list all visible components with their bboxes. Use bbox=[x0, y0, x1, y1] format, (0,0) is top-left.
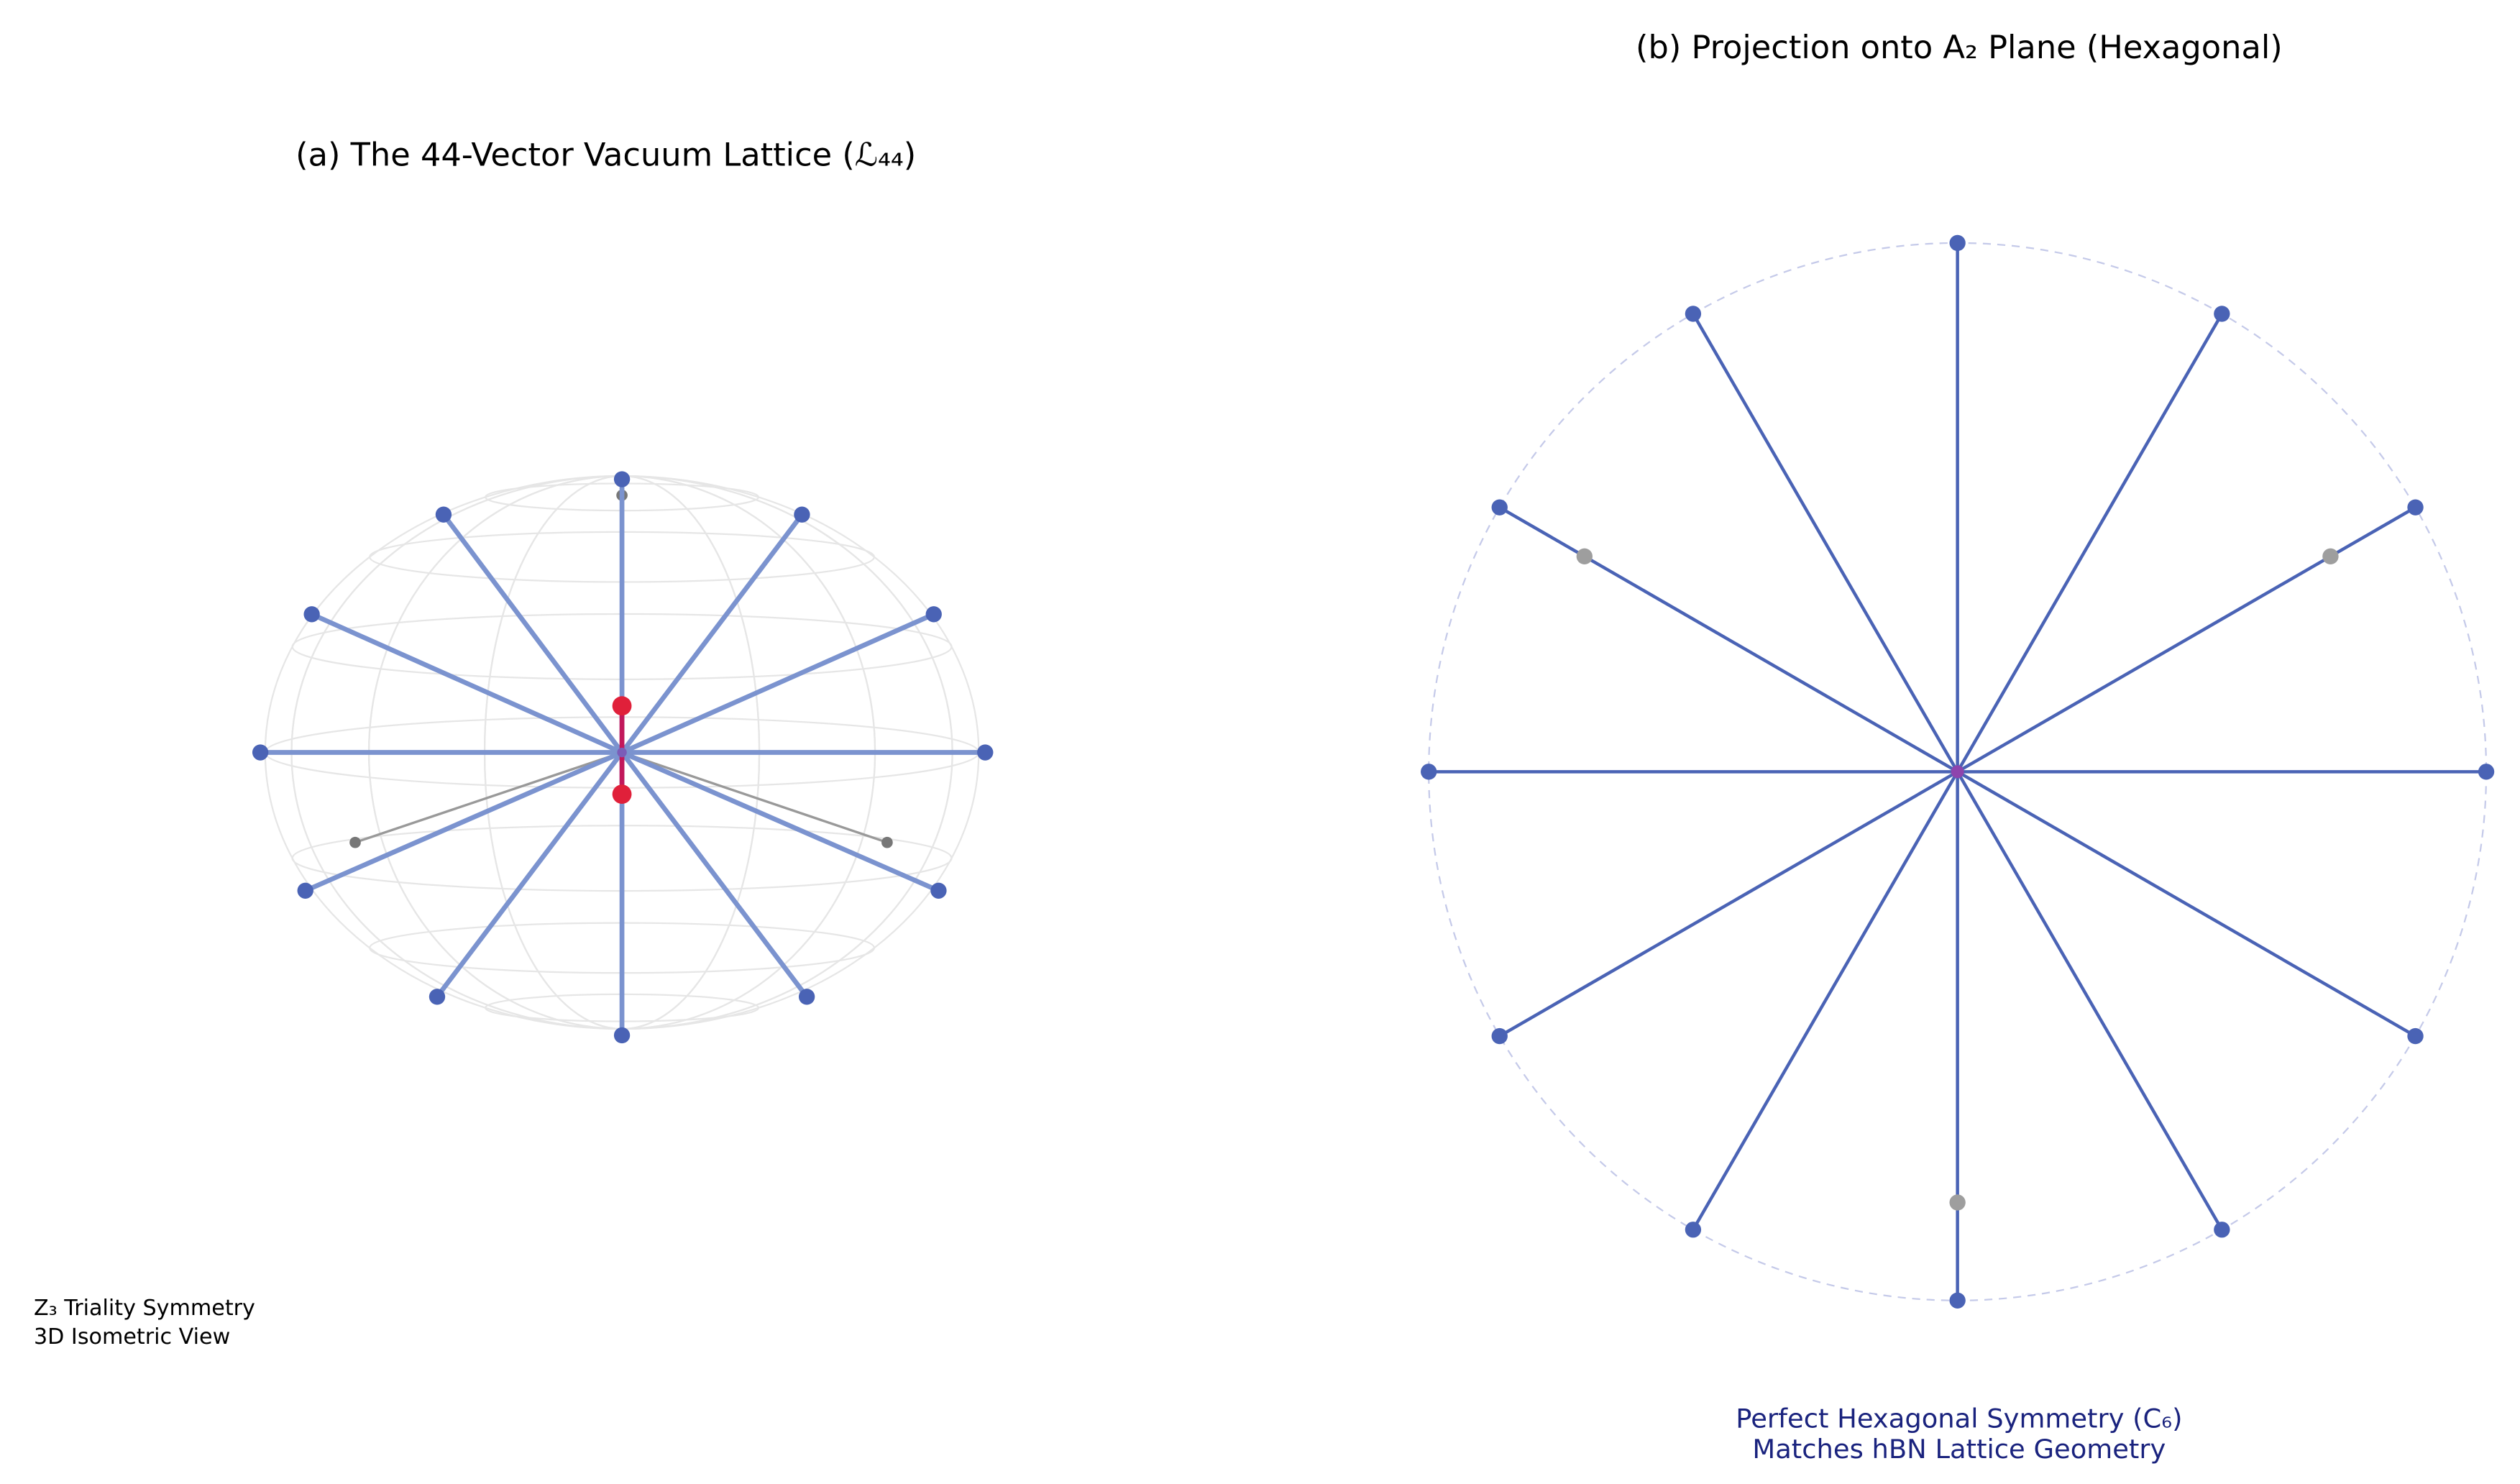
projected-point bbox=[1685, 306, 1702, 322]
projected-hidden-point bbox=[1949, 1194, 1966, 1211]
vectors bbox=[252, 471, 994, 1044]
origin bbox=[617, 747, 627, 758]
vector bbox=[620, 612, 935, 755]
projected-vector bbox=[1956, 313, 2224, 773]
projected-point bbox=[1491, 499, 1508, 516]
lattice-point bbox=[429, 989, 446, 1005]
vector bbox=[620, 513, 805, 754]
lattice-point bbox=[930, 882, 947, 899]
projected-point bbox=[1421, 764, 1437, 780]
vector bbox=[441, 513, 624, 754]
projected-vector bbox=[1691, 313, 1959, 773]
panel-a: (a) The 44-Vector Vacuum Lattice (ℒ₄₄) Z… bbox=[34, 137, 994, 1350]
projected-point bbox=[1685, 1222, 1702, 1238]
lattice-point bbox=[613, 471, 631, 487]
vector bbox=[435, 751, 624, 999]
projected-point bbox=[2478, 764, 2495, 780]
axis-point bbox=[612, 696, 632, 716]
lattice-point bbox=[794, 506, 810, 523]
vector bbox=[620, 751, 809, 999]
lattice-point bbox=[435, 506, 452, 523]
origin bbox=[1951, 765, 1964, 779]
projected-point bbox=[2407, 499, 2424, 516]
vector bbox=[304, 750, 623, 893]
hidden-vector bbox=[354, 751, 623, 844]
vector bbox=[311, 612, 623, 755]
lattice-point bbox=[297, 882, 313, 899]
lattice-point bbox=[798, 989, 815, 1005]
vector bbox=[620, 750, 940, 893]
projected-vector bbox=[1956, 505, 2416, 774]
lattice-point bbox=[252, 744, 269, 761]
projected-point bbox=[1949, 1292, 1966, 1309]
projected-point bbox=[1949, 234, 1966, 252]
projected-hidden-point bbox=[2322, 548, 2339, 564]
panel-b: (b) Projection onto A₂ Plane (Hexagonal)… bbox=[1421, 29, 2495, 1465]
hidden-vector bbox=[621, 751, 888, 844]
projected-vector bbox=[1691, 771, 1959, 1231]
lattice-point bbox=[613, 1027, 631, 1044]
projected-point bbox=[2407, 1027, 2424, 1045]
projected-hidden-point bbox=[1576, 548, 1593, 564]
annotation: Matches hBN Lattice Geometry bbox=[1752, 1434, 2166, 1465]
projected-point bbox=[1491, 1027, 1508, 1045]
lattice-point bbox=[977, 744, 994, 761]
hidden-point bbox=[349, 836, 361, 848]
panel-title: (b) Projection onto A₂ Plane (Hexagonal) bbox=[1636, 29, 2283, 66]
annotation: 3D Isometric View bbox=[34, 1324, 230, 1350]
hidden-point bbox=[881, 836, 893, 848]
projected-vectors bbox=[1421, 234, 2495, 1309]
annotation: Z₃ Triality Symmetry bbox=[34, 1296, 255, 1321]
annotation: Perfect Hexagonal Symmetry (C₆) bbox=[1736, 1403, 2182, 1434]
lattice-point bbox=[303, 606, 320, 623]
lattice-point bbox=[925, 606, 942, 623]
projected-vector bbox=[1498, 505, 1958, 774]
projected-point bbox=[2214, 306, 2230, 322]
projected-vector bbox=[1956, 770, 2416, 1038]
panel-title: (a) The 44-Vector Vacuum Lattice (ℒ₄₄) bbox=[295, 137, 916, 174]
axis-point bbox=[612, 784, 632, 805]
projected-vector bbox=[1498, 770, 1958, 1038]
projected-point bbox=[2214, 1222, 2230, 1238]
projected-vector bbox=[1956, 771, 2224, 1231]
